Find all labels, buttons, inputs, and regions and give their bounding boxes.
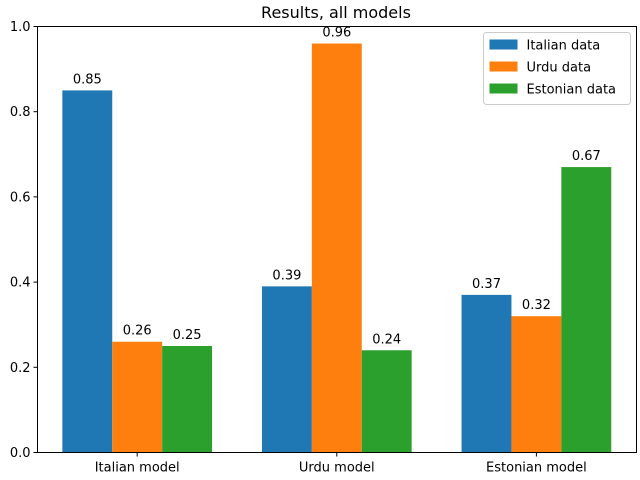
- y-tick-label-1: 0.0: [10, 446, 31, 461]
- legend-swatch-3: [489, 83, 518, 94]
- bar-1-1: [62, 90, 113, 453]
- x-tick-label-1: Italian model: [95, 461, 180, 476]
- data-label-1-1: 0.85: [73, 72, 102, 87]
- bars-layer: [62, 43, 612, 453]
- bar-3-3: [561, 167, 612, 453]
- data-label-2-3: 0.32: [522, 298, 551, 313]
- x-axis: Italian model Urdu model Estonian model: [95, 452, 587, 476]
- data-label-2-2: 0.96: [322, 26, 351, 41]
- legend-label-3: Estonian data: [527, 83, 617, 98]
- legend: Italian data Urdu data Estonian data: [483, 32, 631, 105]
- legend-label-1: Italian data: [527, 39, 601, 54]
- bar-2-2: [311, 43, 362, 453]
- y-tick-label-6: 1.0: [10, 20, 31, 35]
- data-label-3-2: 0.24: [372, 332, 401, 347]
- y-axis: 0.0 0.2 0.4 0.6 0.8 1.0: [10, 20, 38, 461]
- bar-1-3: [461, 294, 512, 453]
- bar-2-3: [511, 316, 562, 453]
- legend-swatch-1: [489, 39, 518, 50]
- bar-2-1: [112, 341, 163, 453]
- legend-box: [483, 32, 631, 105]
- legend-label-2: Urdu data: [527, 61, 592, 76]
- y-tick-label-5: 0.8: [10, 105, 31, 120]
- x-tick-label-3: Estonian model: [486, 461, 587, 476]
- y-tick-label-2: 0.2: [10, 361, 31, 376]
- data-label-2-1: 0.26: [123, 324, 152, 339]
- data-label-3-3: 0.67: [572, 149, 601, 164]
- y-tick-label-4: 0.6: [10, 190, 31, 205]
- bar-3-2: [361, 350, 412, 453]
- bar-1-2: [261, 286, 312, 453]
- x-tick-label-2: Urdu model: [299, 461, 375, 476]
- chart-title: Results, all models: [261, 3, 411, 22]
- y-tick-label-3: 0.4: [10, 276, 31, 291]
- data-label-3-1: 0.25: [173, 328, 202, 343]
- data-labels-layer: 0.85 0.26 0.25 0.39 0.96 0.24 0.37 0.32 0.67: [73, 26, 601, 348]
- data-label-1-3: 0.37: [472, 277, 501, 292]
- bar-3-1: [162, 346, 213, 453]
- legend-swatch-2: [489, 61, 518, 72]
- data-label-1-2: 0.39: [272, 268, 301, 283]
